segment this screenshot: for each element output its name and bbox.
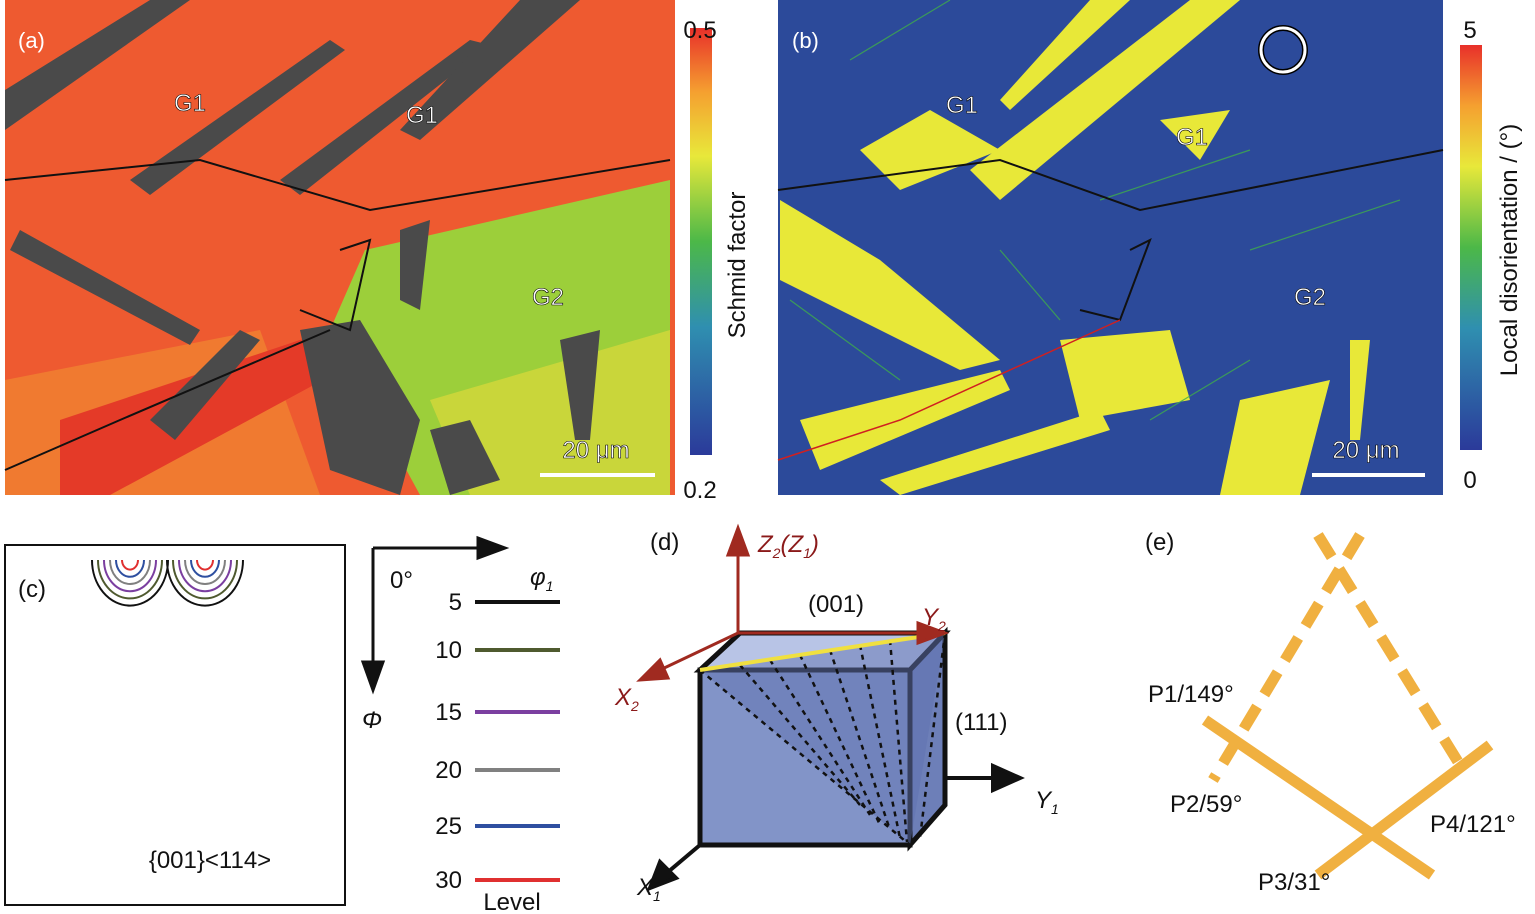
- scale-bar-label: 20 μm: [1332, 437, 1399, 464]
- contour: [166, 559, 244, 607]
- legend: 5 10 15 20 25 30: [435, 589, 560, 894]
- colorbar-title: Schmid factor: [724, 192, 751, 339]
- colorbar: [690, 28, 712, 455]
- plane-trace-label: P3/31°: [1258, 869, 1330, 896]
- axis-label: Φ: [362, 707, 382, 734]
- contour: [91, 559, 169, 607]
- plane-label: (001): [808, 591, 864, 618]
- plane-trace-label: P4/121°: [1430, 811, 1516, 838]
- panel-a-image: [4, 0, 675, 495]
- panel-label: (a): [18, 28, 45, 53]
- odf-frame: [4, 544, 346, 906]
- axis-label: Z2(Z1): [757, 531, 819, 561]
- plane-trace-label: P1/149°: [1148, 681, 1234, 708]
- panel-label: (d): [650, 529, 679, 556]
- contour: [178, 559, 232, 593]
- axis-label: φ1: [530, 564, 553, 594]
- panel-b-image: [777, 0, 1444, 495]
- legend-label: 30: [435, 867, 462, 894]
- panel-label: (b): [792, 28, 819, 53]
- grain-label: G2: [1294, 284, 1326, 311]
- sample-axes: [646, 762, 1025, 892]
- scale-bar-label: 20 μm: [562, 437, 629, 464]
- colorbar-min: 0.2: [683, 477, 716, 504]
- contour: [184, 559, 226, 585]
- contour: [109, 559, 151, 585]
- colorbar-title: Local disorientation / (°): [1496, 124, 1523, 376]
- grain-label: G1: [946, 92, 978, 119]
- colorbar-min: 0: [1463, 467, 1476, 494]
- trace-lines: [1201, 532, 1494, 880]
- axis-label: X2: [614, 684, 639, 714]
- legend-label: 15: [435, 699, 462, 726]
- panel-label: (e): [1145, 529, 1174, 556]
- origin-label: 0°: [390, 567, 413, 594]
- odf-axes: [360, 535, 510, 695]
- legend-label: 5: [449, 589, 462, 616]
- grain-label: G1: [406, 102, 438, 129]
- contour: [121, 559, 139, 571]
- axis-label: Y2: [922, 604, 946, 634]
- contour: [97, 559, 163, 600]
- contour: [115, 559, 145, 578]
- plane-label: (111): [955, 709, 1007, 736]
- legend-label: 20: [435, 757, 462, 784]
- plane-trace-label: P2/59°: [1170, 791, 1242, 818]
- contour: [103, 559, 157, 593]
- legend-title: Level: [483, 889, 540, 914]
- crystal-axes: [636, 523, 950, 682]
- grain-label: G2: [532, 284, 564, 311]
- colorbar-max: 5: [1463, 17, 1476, 44]
- legend-label: 25: [435, 813, 462, 840]
- contour: [172, 559, 238, 600]
- texture-label: {001}<114>: [149, 847, 271, 874]
- contour: [196, 559, 214, 571]
- contour: [190, 559, 220, 578]
- colorbar: [1460, 45, 1482, 450]
- panel-label: (c): [18, 576, 46, 603]
- grain-label: G1: [1176, 124, 1208, 151]
- axis-label: X1: [636, 874, 661, 904]
- crystal-cube: [693, 626, 951, 852]
- colorbar-max: 0.5: [683, 17, 716, 44]
- odf-contours: [91, 559, 244, 607]
- grain-label: G1: [174, 90, 206, 117]
- legend-label: 10: [435, 637, 462, 664]
- axis-label: Y1: [1035, 787, 1059, 817]
